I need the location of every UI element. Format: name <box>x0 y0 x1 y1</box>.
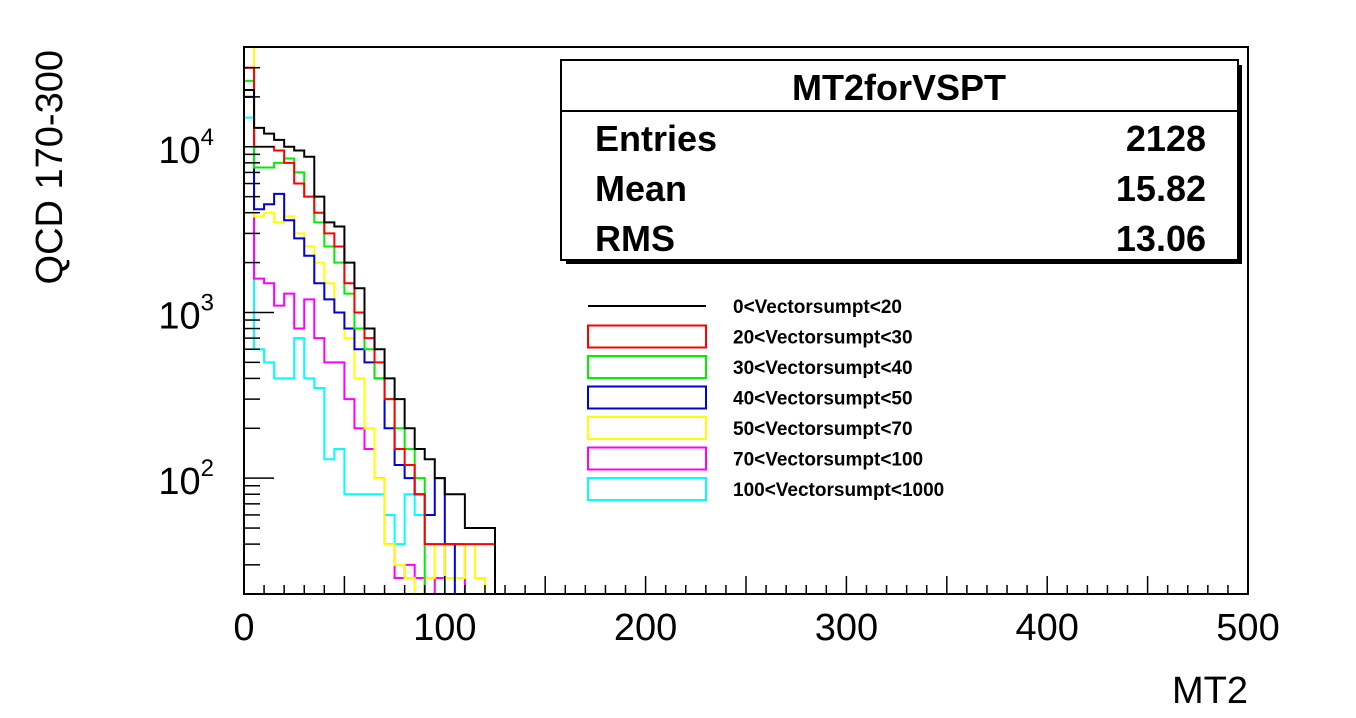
histogram-series-1 <box>243 89 1248 595</box>
x-tick-label: 300 <box>815 607 878 649</box>
y-axis-label: QCD 170-300 <box>29 50 71 284</box>
legend-swatch <box>587 324 707 349</box>
stats-box: MT2forVSPT Entries 2128 Mean 15.82 RMS 1… <box>560 59 1242 264</box>
legend-swatch <box>587 355 707 379</box>
y-tick-label: 104 <box>158 124 214 172</box>
stats-entries-label: Entries <box>595 118 717 159</box>
axis-ticks <box>243 46 1249 595</box>
legend-entry-label: 20<Vectorsumpt<30 <box>733 328 913 349</box>
x-tick-label: 200 <box>614 607 677 649</box>
legend-entry-label: 30<Vectorsumpt<40 <box>733 358 913 379</box>
legend-swatch <box>587 446 707 471</box>
legend-entry-label: 100<Vectorsumpt<1000 <box>733 480 944 501</box>
legend: 0<Vectorsumpt<20 20<Vectorsumpt<30 30<Vect… <box>587 297 944 501</box>
stats-rms-value: 13.06 <box>1116 218 1206 259</box>
legend-swatch <box>587 477 707 501</box>
legend-swatch <box>587 416 707 440</box>
x-tick-label: 400 <box>1015 607 1078 649</box>
histogram-series-7 <box>243 116 1248 595</box>
y-tick-labels: 102 103 104 <box>158 124 214 503</box>
x-axis-label: MT2 <box>1172 670 1248 712</box>
histogram-series-5 <box>243 46 1248 595</box>
histogram-series-2 <box>243 66 1248 595</box>
histogram-series-group <box>243 46 1248 595</box>
stats-rms-label: RMS <box>595 218 675 259</box>
stats-mean-label: Mean <box>595 168 687 209</box>
legend-entry-label: 50<Vectorsumpt<70 <box>733 419 913 440</box>
stats-entries-value: 2128 <box>1126 118 1206 159</box>
legend-entry-label: 40<Vectorsumpt<50 <box>733 389 913 410</box>
legend-entry-label: 70<Vectorsumpt<100 <box>733 450 923 471</box>
x-tick-label: 0 <box>233 607 254 649</box>
stats-mean-value: 15.82 <box>1116 168 1206 209</box>
legend-entry-label: 0<Vectorsumpt<20 <box>733 297 902 318</box>
y-tick-label: 103 <box>158 289 214 337</box>
x-tick-label: 500 <box>1216 607 1279 649</box>
x-tick-labels: 0 100 200 300 400 500 <box>233 607 1279 649</box>
y-tick-label: 102 <box>158 455 214 503</box>
stats-title: MT2forVSPT <box>792 67 1006 108</box>
legend-swatch <box>587 385 707 410</box>
histogram-series-3 <box>243 79 1248 595</box>
x-tick-label: 100 <box>413 607 476 649</box>
